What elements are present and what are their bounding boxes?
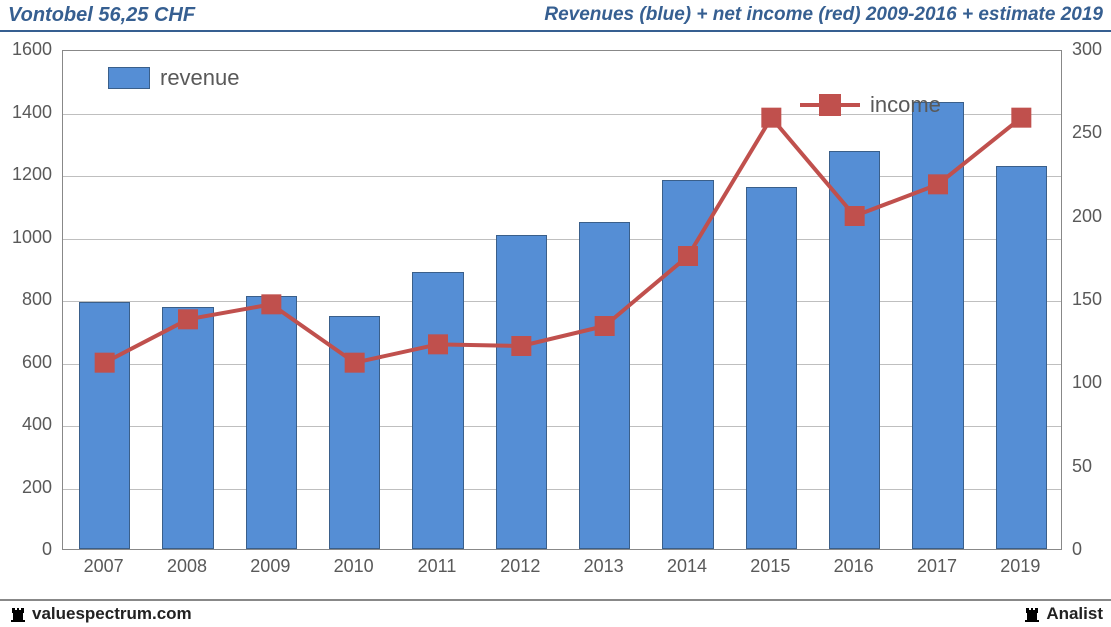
y1-tick-label: 1000 bbox=[0, 227, 52, 248]
bar bbox=[996, 166, 1048, 549]
x-tick-label: 2019 bbox=[979, 556, 1062, 577]
y2-tick-label: 0 bbox=[1072, 539, 1082, 560]
x-tick-label: 2016 bbox=[812, 556, 895, 577]
legend-income-swatch bbox=[800, 93, 860, 117]
y2-tick-label: 300 bbox=[1072, 39, 1102, 60]
y1-tick-label: 800 bbox=[0, 289, 52, 310]
x-tick-label: 2007 bbox=[62, 556, 145, 577]
y1-tick-label: 1600 bbox=[0, 39, 52, 60]
y2-tick-label: 50 bbox=[1072, 456, 1092, 477]
y2-tick-label: 200 bbox=[1072, 206, 1102, 227]
bar bbox=[162, 307, 214, 549]
x-tick-label: 2008 bbox=[145, 556, 228, 577]
legend-income: income bbox=[800, 92, 941, 118]
y1-tick-label: 1200 bbox=[0, 164, 52, 185]
y1-tick-label: 200 bbox=[0, 477, 52, 498]
rook-icon bbox=[8, 604, 28, 624]
y1-tick-label: 600 bbox=[0, 352, 52, 373]
x-tick-label: 2013 bbox=[562, 556, 645, 577]
footer-right-text: Analist bbox=[1046, 604, 1103, 624]
bar bbox=[662, 180, 714, 549]
y1-tick-label: 0 bbox=[0, 539, 52, 560]
legend-income-label: income bbox=[870, 92, 941, 118]
footer-left-text: valuespectrum.com bbox=[32, 604, 192, 624]
footer-right: Analist bbox=[1022, 604, 1103, 624]
title-left: Vontobel 56,25 CHF bbox=[8, 4, 195, 27]
bar bbox=[912, 102, 964, 549]
bar bbox=[329, 316, 381, 549]
bar bbox=[829, 151, 881, 549]
footer-bar: valuespectrum.com Analist bbox=[0, 599, 1111, 627]
legend-revenue: revenue bbox=[108, 65, 240, 91]
x-tick-label: 2011 bbox=[395, 556, 478, 577]
chart-area: 0 200 400 600 800 1000 1200 1400 1600 0 50 100 150 20… bbox=[0, 32, 1111, 599]
legend-revenue-label: revenue bbox=[160, 65, 240, 91]
x-tick-label: 2010 bbox=[312, 556, 395, 577]
y1-tick-label: 1400 bbox=[0, 102, 52, 123]
footer-left: valuespectrum.com bbox=[8, 604, 192, 624]
x-tick-label: 2017 bbox=[895, 556, 978, 577]
y2-tick-label: 150 bbox=[1072, 289, 1102, 310]
x-tick-label: 2015 bbox=[729, 556, 812, 577]
bar bbox=[746, 187, 798, 550]
x-tick-label: 2012 bbox=[479, 556, 562, 577]
x-tick-label: 2014 bbox=[645, 556, 728, 577]
bar bbox=[79, 302, 131, 549]
income-line bbox=[105, 118, 1022, 363]
y2-tick-label: 100 bbox=[1072, 372, 1102, 393]
income-marker bbox=[1012, 109, 1030, 127]
header-bar: Vontobel 56,25 CHF Revenues (blue) + net… bbox=[0, 0, 1111, 32]
x-tick-label: 2009 bbox=[229, 556, 312, 577]
plot-region bbox=[62, 50, 1062, 550]
title-right: Revenues (blue) + net income (red) 2009-… bbox=[544, 4, 1103, 26]
income-marker bbox=[762, 109, 780, 127]
y2-tick-label: 250 bbox=[1072, 122, 1102, 143]
legend-revenue-swatch bbox=[108, 67, 150, 89]
bar bbox=[496, 235, 548, 549]
y1-tick-label: 400 bbox=[0, 414, 52, 435]
rook-icon bbox=[1022, 604, 1042, 624]
bar bbox=[412, 272, 464, 549]
bar bbox=[246, 296, 298, 549]
chart-container: Vontobel 56,25 CHF Revenues (blue) + net… bbox=[0, 0, 1111, 627]
bar bbox=[579, 222, 631, 549]
